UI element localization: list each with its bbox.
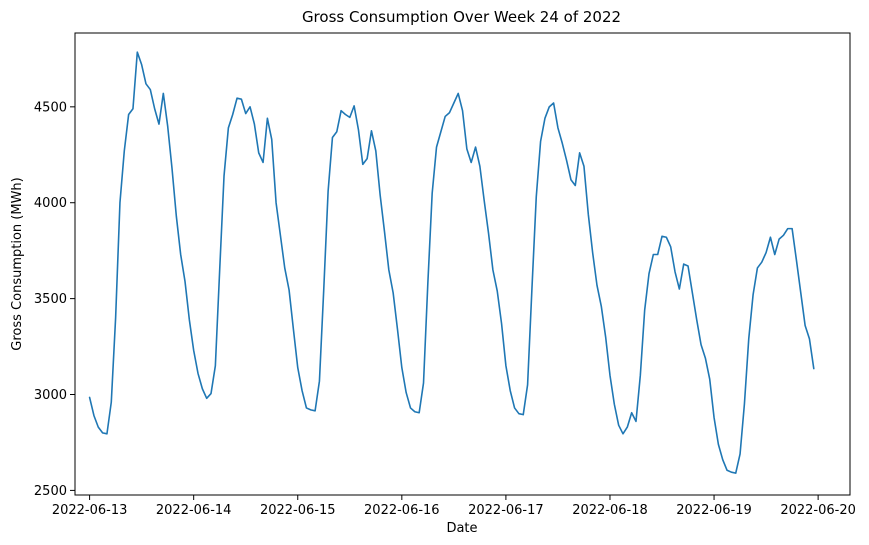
- x-tick-label: 2022-06-18: [572, 503, 648, 518]
- y-axis-title: Gross Consumption (MWh): [10, 177, 25, 350]
- x-tick-label: 2022-06-15: [260, 503, 336, 518]
- y-tick-label: 3500: [34, 292, 67, 307]
- x-tick-label: 2022-06-14: [156, 503, 232, 518]
- y-tick-label: 4500: [34, 100, 67, 115]
- y-axis: 2500 3000 3500 4000 4500: [34, 100, 75, 499]
- y-tick-label: 4000: [34, 196, 67, 211]
- x-tick-label: 2022-06-19: [676, 503, 752, 518]
- consumption-line: [88, 51, 815, 474]
- y-tick-label: 2500: [34, 484, 67, 499]
- chart-title: Gross Consumption Over Week 24 of 2022: [302, 8, 621, 26]
- x-tick-label: 2022-06-17: [468, 503, 544, 518]
- x-tick-label: 2022-06-13: [52, 503, 128, 518]
- plot-area-frame: [74, 32, 851, 496]
- x-tick-label: 2022-06-16: [364, 503, 440, 518]
- x-axis: 2022-06-13 2022-06-14 2022-06-15 2022-06-16…: [52, 495, 856, 518]
- x-axis-title: Date: [446, 521, 477, 536]
- y-tick-label: 3000: [34, 388, 67, 403]
- x-tick-label: 2022-06-20: [780, 503, 856, 518]
